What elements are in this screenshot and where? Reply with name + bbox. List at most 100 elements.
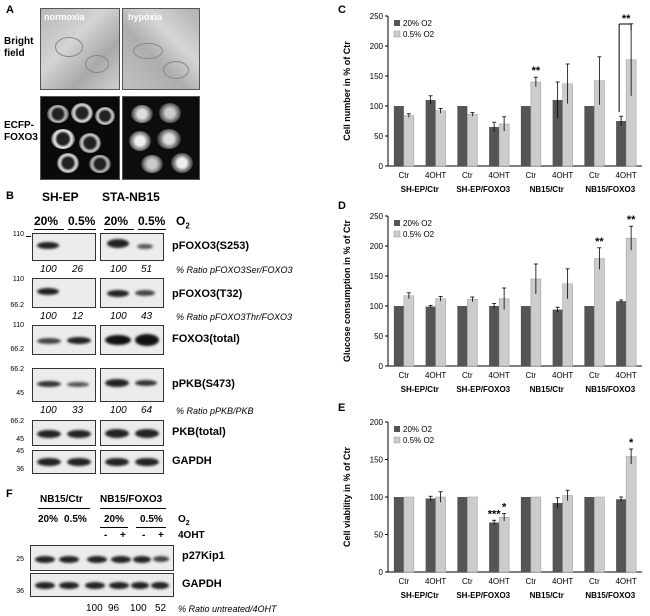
group-label: NB15/Ctr (530, 185, 564, 194)
mw-110: 110 (12, 322, 24, 329)
underline (100, 527, 128, 528)
group-label: NB15/FOXO3 (585, 591, 635, 600)
x-tick-label: 4OHT (552, 171, 573, 180)
blot-label-foxo3-total: FOXO3(total) (172, 333, 240, 345)
bar-20-o2 (393, 106, 404, 166)
bar-05-o2 (594, 496, 605, 573)
y-tick-label: 100 (370, 493, 384, 502)
y-tick-label: 150 (370, 72, 384, 81)
f-plus-2: + (158, 530, 164, 541)
ratio-4-1: 33 (72, 405, 84, 416)
legend-swatch-20 (394, 426, 400, 432)
significance-marker: ** (627, 214, 636, 226)
significance-marker: ** (595, 236, 604, 248)
y-tick-label: 150 (370, 272, 384, 281)
legend-swatch-05 (393, 30, 401, 38)
pct-05-label-1: 0.5% (68, 214, 96, 228)
x-tick-label: 4OHT (615, 577, 636, 586)
brightfield-hypoxia-image (122, 8, 200, 90)
bar-05-o2 (435, 298, 446, 367)
bar-05-o2 (403, 496, 415, 573)
y-tick-label: 50 (374, 132, 383, 141)
ratio-2-3: 43 (141, 311, 153, 322)
chart-cell-number: Cell number in % of Ctr 0 50 100 150 200 250 20… (342, 12, 642, 194)
bar-20-o2 (552, 309, 563, 366)
mw-45: 45 (16, 436, 24, 443)
bar-20-o2 (552, 503, 563, 572)
bar-20-o2 (425, 100, 436, 166)
normoxia-label: normoxia (44, 12, 85, 22)
blot-label-pfoxo3-t32: pFOXO3(T32) (172, 288, 243, 300)
y-tick-label: 250 (370, 212, 384, 221)
blot-label-pkb-total: PKB(total) (172, 426, 226, 438)
bar-05-o2 (403, 115, 415, 167)
ecfp-foxo3-hypoxia-image (122, 96, 200, 180)
y-axis-label: Glucose consumption in % of Ctr (342, 220, 352, 363)
y-tick-label: 0 (379, 568, 384, 577)
x-tick-label: Ctr (526, 577, 537, 586)
bar-20-o2 (457, 106, 468, 166)
f-minus-2: - (142, 530, 146, 541)
group-label: SH-EP/Ctr (401, 185, 439, 194)
panel-e-label: E (338, 402, 346, 414)
mw-45: 45 (16, 390, 24, 397)
underline (100, 508, 166, 509)
tick (26, 236, 31, 237)
x-tick-label: 4OHT (488, 171, 509, 180)
bar-20-o2 (393, 497, 404, 572)
mw-66-2: 66.2 (10, 366, 24, 373)
bright-field-label-line2: field (4, 48, 25, 59)
x-tick-label: Ctr (462, 171, 473, 180)
x-tick-label: 4OHT (615, 171, 636, 180)
brightfield-normoxia-image (40, 8, 120, 90)
significance-marker: ** (532, 65, 541, 77)
legend-label-20: 20% O2 (403, 425, 432, 434)
f-pct-20-1: 20% (38, 514, 59, 525)
significance-marker: ** (622, 13, 631, 25)
y-axis-label: Cell viability in % of Ctr (342, 446, 352, 547)
y-tick-label: 100 (370, 302, 384, 311)
x-tick-label: Ctr (526, 371, 537, 380)
panel-a-label: A (6, 4, 14, 16)
x-tick-label: Ctr (589, 577, 600, 586)
bar-05-o2 (562, 495, 573, 573)
bar-05-o2 (625, 237, 637, 367)
x-tick-label: 4OHT (488, 577, 509, 586)
bar-20-o2 (520, 497, 531, 572)
pct-05-label-2: 0.5% (138, 214, 166, 228)
blot-label-pfoxo3-s253: pFOXO3(S253) (172, 240, 250, 252)
ratio-text-2: % Ratio pFOXO3Thr/FOXO3 (176, 312, 293, 322)
f-minus-1: - (104, 530, 108, 541)
x-tick-label: 4OHT (552, 371, 573, 380)
ecfp-label-line1: ECFP- (4, 120, 34, 131)
bar-20-o2 (520, 106, 531, 166)
blot-foxo3-total-nb15 (100, 325, 164, 355)
y-tick-label: 250 (370, 12, 384, 21)
f-ratio-3: 52 (155, 603, 167, 614)
f-ratio-2: 100 (130, 603, 147, 614)
mw-110: 110 (12, 276, 24, 283)
ratio-1-2: 100 (110, 264, 127, 275)
group-label: SH-EP/FOXO3 (456, 185, 510, 194)
blot-pfoxo3-s253-nb15 (100, 233, 164, 261)
f-pct-05-1: 0.5% (64, 514, 87, 525)
significance-marker: * (629, 437, 634, 449)
blot-pkb-total-shep (32, 420, 96, 446)
underline (38, 508, 90, 509)
f-mw-36: 36 (16, 588, 24, 595)
panel-d-label: D (338, 200, 346, 212)
f-o2-label: O2 (178, 514, 190, 527)
mw-66-2: 66.2 (10, 346, 24, 353)
bar-20-o2 (584, 106, 595, 166)
bar-20-o2 (584, 306, 595, 366)
legend-swatch-20 (394, 20, 400, 26)
y-tick-label: 150 (370, 456, 384, 465)
mw-66-2: 66.2 (10, 418, 24, 425)
bar-20-o2 (457, 306, 468, 366)
bar-20-o2 (584, 497, 595, 572)
bar-20-o2 (489, 522, 500, 572)
bar-20-o2 (489, 306, 500, 366)
blot-label-ppkb-s473: pPKB(S473) (172, 378, 235, 390)
y-tick-label: 200 (370, 242, 384, 251)
underline (104, 229, 134, 230)
